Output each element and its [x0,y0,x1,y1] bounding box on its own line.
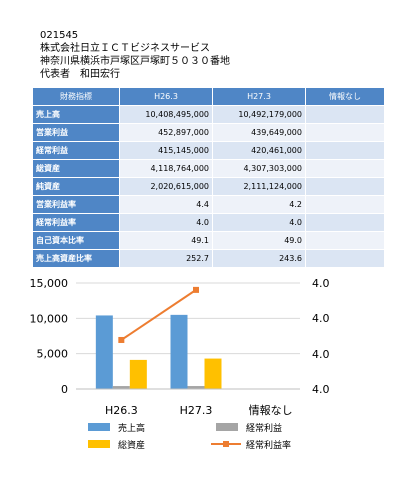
bar [129,359,147,389]
representative: 代表者 和田宏行 [40,69,120,80]
y2-tick-label: 4.0 [312,277,330,290]
cell: 452,897,000 [119,123,213,142]
row-label: 自己資本比率 [32,231,120,250]
cell: 4,118,764,000 [119,159,213,178]
cell: 4.0 [212,213,306,232]
table-row: 売上高 10,408,495,000 10,492,179,000 [32,105,385,124]
financial-table: 財務指標 H26.3 H27.3 情報なし 売上高 10,408,495,000 10,49… [32,87,385,268]
empty-cell [305,231,385,250]
y2-tick-label: 4.0 [312,312,330,325]
cell: 439,649,000 [212,123,306,142]
empty-cell [305,249,385,268]
y2-tick-label: 4.0 [312,348,330,361]
x-tick-label: H27.3 [180,404,213,417]
bar [112,386,130,389]
legend-label: 総資産 [118,439,145,451]
x-tick-label: H26.3 [105,404,138,417]
column-header: 情報なし [305,87,385,106]
line-marker [193,286,199,293]
row-label: 純資産 [32,177,120,196]
y-tick-label: 5,000 [37,348,69,361]
empty-cell [305,105,385,124]
row-label: 売上高資産比率 [32,249,120,268]
table-row: 純資産 2,020,615,000 2,111,124,000 [32,177,385,196]
bar [187,386,205,389]
y-tick-label: 0 [61,383,68,396]
cell: 420,461,000 [212,141,306,160]
y-tick-label: 15,000 [30,277,69,290]
empty-cell [305,177,385,196]
empty-cell [305,141,385,160]
cell: 415,145,000 [119,141,213,160]
address: 神奈川県横浜市戸塚区戸塚町５０３０番地 [40,56,230,67]
legend-marker [223,441,229,447]
column-header: H26.3 [119,87,213,106]
cell: 10,492,179,000 [212,105,306,124]
table-row: 総資産 4,118,764,000 4,307,303,000 [32,159,385,178]
cell: 4,307,303,000 [212,159,306,178]
x-tick-label: 情報なし [249,404,293,417]
cell: 4.4 [119,195,213,214]
legend-swatch [216,423,238,431]
legend-swatch [88,423,110,431]
cell: 49.1 [119,231,213,250]
legend-label: 売上高 [118,422,145,434]
cell: 243.6 [212,249,306,268]
legend-swatch [88,440,110,448]
cell: 252.7 [119,249,213,268]
column-header: 財務指標 [32,87,120,106]
legend-label: 経常利益率 [246,439,291,451]
row-label: 売上高 [32,105,120,124]
company: 株式会社日立ＩＣＴビジネスサービス [40,43,210,54]
cell: 2,111,124,000 [212,177,306,196]
table-row: 経常利益率 4.0 4.0 [32,213,385,232]
cell: 2,020,615,000 [119,177,213,196]
row-label: 経常利益 [32,141,120,160]
cell: 49.0 [212,231,306,250]
column-header: H27.3 [212,87,306,106]
table-row: 自己資本比率 49.1 49.0 [32,231,385,250]
bar [95,315,113,389]
row-label: 営業利益 [32,123,120,142]
table-row: 営業利益率 4.4 4.2 [32,195,385,214]
cell: 10,408,495,000 [119,105,213,124]
y-tick-label: 10,000 [30,312,69,325]
y2-tick-label: 4.0 [312,383,330,396]
table-row: 経常利益 415,145,000 420,461,000 [32,141,385,160]
cell: 4.0 [119,213,213,232]
code: 021545 [40,30,79,41]
header-row: 財務指標 H26.3 H27.3 情報なし [32,87,385,106]
empty-cell [305,159,385,178]
table-row: 売上高資産比率 252.7 243.6 [32,249,385,268]
row-label: 総資産 [32,159,120,178]
table-row: 営業利益 452,897,000 439,649,000 [32,123,385,142]
line-marker [118,336,125,343]
empty-cell [305,195,385,214]
legend-label: 経常利益 [246,422,282,434]
bar [204,358,222,389]
line [120,289,197,341]
cell: 4.2 [212,195,306,214]
row-label: 経常利益率 [32,213,120,232]
bar [170,314,188,389]
empty-cell [305,213,385,232]
empty-cell [305,123,385,142]
row-label: 営業利益率 [32,195,120,214]
